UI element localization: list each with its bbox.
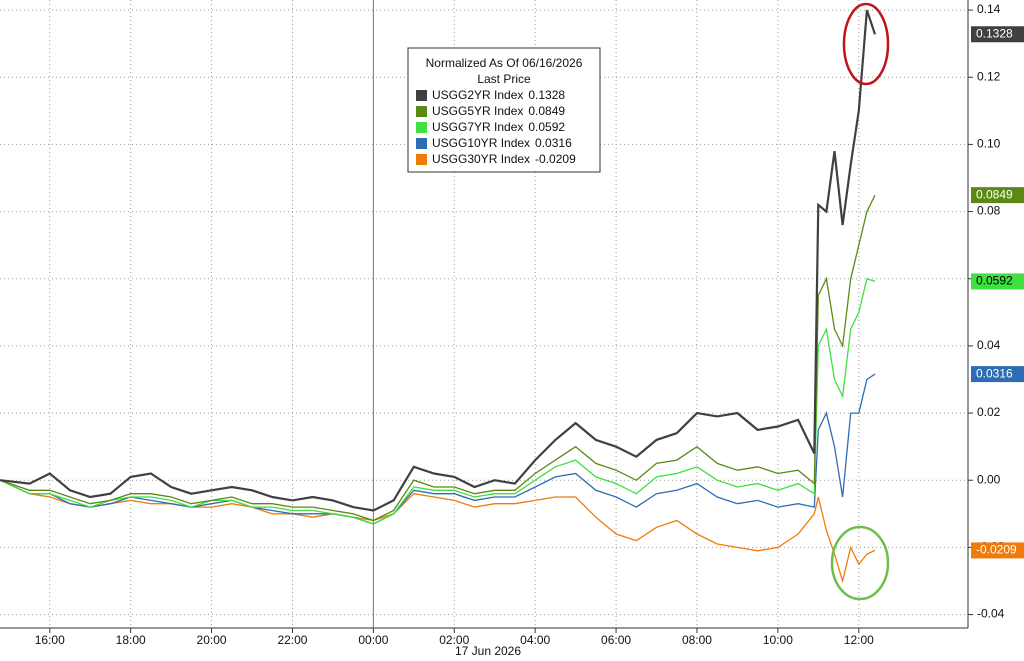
lines [0,9,877,584]
last-value-label: -0.0209 [976,543,1017,557]
last-value-tag [971,26,1024,43]
x-tick-label: 08:00 [682,633,712,647]
legend-label: USGG5YR Index [432,104,523,118]
legend-swatch [416,122,427,133]
x-tick-label: 20:00 [197,633,227,647]
legend-title: Normalized As Of 06/16/2026 [426,56,583,70]
x-tick-label: 06:00 [601,633,631,647]
legend-value: -0.0209 [535,152,576,166]
legend-value: 0.0849 [528,104,565,118]
legend-value: 0.0592 [528,120,565,134]
legend-label: USGG30YR Index [432,152,530,166]
legend-subtitle: Last Price [477,72,531,86]
last-value-tag [971,542,1024,559]
y-tick-label: 0.10 [977,137,1001,151]
legend-label: USGG10YR Index [432,136,530,150]
last-value-label: 0.0316 [976,366,1013,380]
legend-swatch [416,138,427,149]
series-line [0,9,877,512]
highlight-circle [842,2,890,86]
legend-entry: USGG5YR Index 0.0849 [432,104,565,118]
legend-value: 0.1328 [528,88,565,102]
legend-label: USGG7YR Index [432,120,523,134]
legend-swatch [416,90,427,101]
x-tick-label: 04:00 [520,633,550,647]
x-tick-label: 12:00 [844,633,874,647]
highlight-circle [830,525,890,601]
legend-label: USGG2YR Index [432,88,523,102]
x-tick-label: 16:00 [35,633,65,647]
y-tick-label: 0.08 [977,204,1001,218]
series-line [0,194,876,522]
legend-entry: USGG30YR Index -0.0209 [432,152,576,166]
legend-entry: USGG10YR Index 0.0316 [432,136,572,150]
last-value-label: 0.1328 [976,26,1013,40]
y-tick-label: 0.04 [977,338,1001,352]
x-tick-label: 18:00 [116,633,146,647]
y-tick-label: 0.00 [977,472,1001,486]
legend-swatch [416,106,427,117]
last-value-label: 0.0849 [976,187,1013,201]
legend-swatch [416,154,427,165]
y-tick-label: -0.04 [977,607,1005,621]
x-tick-label: 00:00 [358,633,388,647]
last-value-tag [971,187,1024,204]
legend-value: 0.0316 [535,136,572,150]
x-tick-label: 02:00 [439,633,469,647]
x-tick-label: 22:00 [277,633,307,647]
last-value-tag [971,273,1024,290]
last-value-tag [971,366,1024,383]
x-date-label: 17 Jun 2026 [455,644,521,658]
legend-entry: USGG2YR Index 0.1328 [432,88,565,102]
legend-entry: USGG7YR Index 0.0592 [432,120,565,134]
y-tick-label: 0.14 [977,2,1001,16]
legend: Normalized As Of 06/16/2026 Last Price U… [407,47,601,173]
last-value-label: 0.0592 [976,274,1013,288]
legend-box [407,47,601,173]
y-tick-label: 0.12 [977,69,1001,83]
series-line [0,373,876,525]
x-tick-label: 10:00 [763,633,793,647]
series-line [0,277,876,525]
y-tick-label: 0.02 [977,405,1001,419]
